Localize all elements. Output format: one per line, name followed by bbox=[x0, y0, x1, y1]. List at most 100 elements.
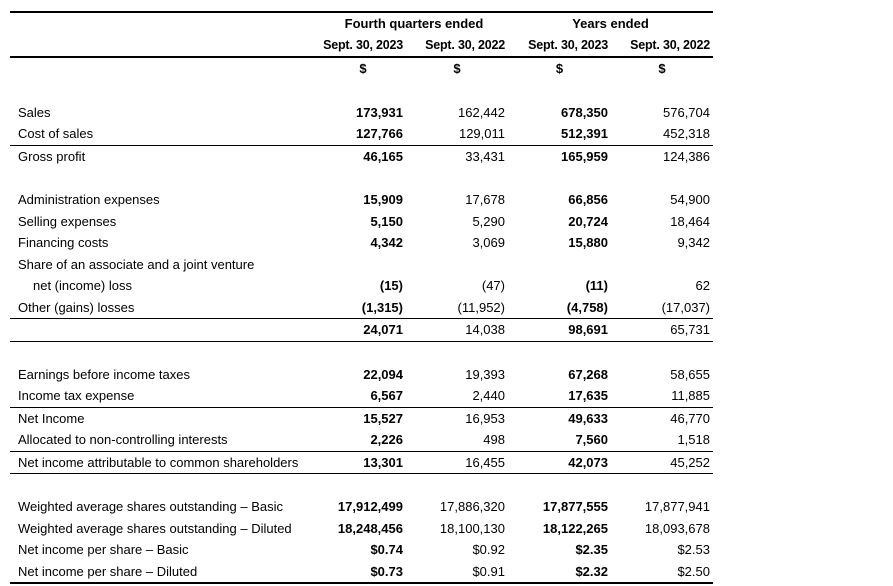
cell-value: 3,069 bbox=[472, 235, 505, 250]
table-row: Gross profit 46,165 33,431 165,959 124,386 bbox=[10, 146, 713, 168]
row-label: Income tax expense bbox=[18, 388, 135, 403]
row-label: Weighted average shares outstanding – Ba… bbox=[18, 499, 283, 514]
cell-value: 17,635 bbox=[568, 388, 608, 403]
row-label: Earnings before income taxes bbox=[18, 366, 190, 382]
table-row: Weighted average shares outstanding – Ba… bbox=[10, 496, 713, 518]
cell-value: 98,691 bbox=[568, 322, 608, 337]
table-row: Share of an associate and a joint ventur… bbox=[10, 254, 713, 276]
cell-value: 17,877,555 bbox=[542, 499, 608, 514]
cell-value: (4,758) bbox=[566, 299, 608, 315]
cell-value: 165,959 bbox=[561, 148, 608, 164]
cell-value: 65,731 bbox=[670, 322, 710, 337]
cell-value: 17,886,320 bbox=[439, 499, 505, 514]
row-label: Cost of sales bbox=[18, 126, 94, 141]
table-row: net (income) loss (15) (47) (11) 62 bbox=[10, 275, 713, 297]
cell-value: 62 bbox=[695, 278, 710, 293]
cell-value: 6,567 bbox=[370, 388, 403, 403]
cell-value: 11,885 bbox=[671, 388, 710, 403]
cell-value: 42,073 bbox=[568, 454, 608, 470]
column-header-y-2023: Sept. 30, 2023 bbox=[528, 37, 608, 52]
table-row: Net income per share – Diluted $0.73 $0.91… bbox=[10, 561, 713, 583]
column-group-years: Years ended bbox=[572, 16, 649, 31]
cell-value: 54,900 bbox=[670, 192, 710, 207]
cell-value: 5,150 bbox=[370, 213, 403, 229]
cell-value: (15) bbox=[379, 278, 403, 293]
cell-value: 15,527 bbox=[363, 410, 403, 426]
table-row: Cost of sales 127,766 129,011 512,391 452,31… bbox=[10, 123, 713, 146]
currency-symbol: $ bbox=[555, 61, 564, 76]
cell-value: 18,122,265 bbox=[542, 520, 608, 536]
column-group-header-row: Fourth quarters ended Years ended bbox=[10, 11, 713, 35]
cell-value: 2,440 bbox=[472, 388, 505, 403]
column-date-header-row: Sept. 30, 2023 Sept. 30, 2022 Sept. 30, … bbox=[10, 35, 713, 58]
cell-value: 512,391 bbox=[561, 126, 608, 141]
cell-value: (11) bbox=[585, 278, 608, 293]
cell-value: 2,226 bbox=[370, 432, 403, 447]
cell-value: 7,560 bbox=[575, 432, 608, 447]
cell-value: 49,633 bbox=[568, 410, 608, 426]
row-label: Net income attributable to common shareh… bbox=[18, 454, 299, 470]
cell-value: 15,880 bbox=[568, 235, 608, 250]
cell-value: 33,431 bbox=[465, 148, 505, 164]
table-row: Net Income 15,527 16,953 49,633 46,770 bbox=[10, 408, 713, 430]
cell-value: 67,268 bbox=[568, 366, 608, 382]
row-label: Selling expenses bbox=[18, 213, 117, 229]
cell-value: 46,770 bbox=[670, 410, 710, 426]
cell-value: 1,518 bbox=[677, 432, 710, 447]
cell-value: (17,037) bbox=[661, 299, 710, 315]
cell-value: 18,464 bbox=[670, 213, 710, 229]
cell-value: 24,071 bbox=[363, 322, 403, 337]
table-row: 24,071 14,038 98,691 65,731 bbox=[10, 319, 713, 342]
table-row: Net income per share – Basic $0.74 $0.92 $2… bbox=[10, 539, 713, 561]
spacer-row bbox=[10, 80, 713, 102]
cell-value: 46,165 bbox=[363, 148, 403, 164]
cell-value: (11,952) bbox=[457, 299, 505, 315]
cell-value: 16,953 bbox=[465, 410, 505, 426]
row-label: Net income per share – Basic bbox=[18, 542, 189, 557]
table-row: Earnings before income taxes 22,094 19,393… bbox=[10, 364, 713, 386]
cell-value: $2.35 bbox=[575, 542, 608, 557]
row-label: Weighted average shares outstanding – Di… bbox=[18, 520, 292, 536]
cell-value: 66,856 bbox=[568, 192, 608, 207]
cell-value: 173,931 bbox=[356, 104, 403, 120]
cell-value: (47) bbox=[481, 278, 505, 293]
cell-value: 22,094 bbox=[363, 366, 403, 382]
row-label: Gross profit bbox=[18, 148, 86, 164]
cell-value: 19,393 bbox=[465, 366, 505, 382]
row-label: Other (gains) losses bbox=[18, 299, 135, 315]
currency-symbol-row: $ $ $ $ bbox=[10, 58, 713, 80]
cell-value: 15,909 bbox=[363, 192, 403, 207]
row-label: Financing costs bbox=[18, 235, 109, 250]
table-row: Weighted average shares outstanding – Di… bbox=[10, 518, 713, 540]
table-body: Sales 173,931 162,442 678,350 576,704 Cost of… bbox=[10, 80, 713, 583]
cell-value: $2.53 bbox=[677, 542, 710, 557]
cell-value: 17,678 bbox=[465, 192, 505, 207]
cell-value: $0.91 bbox=[472, 563, 505, 579]
cell-value: 162,442 bbox=[458, 104, 505, 120]
table-row: Other (gains) losses (1,315) (11,952) (4,75… bbox=[10, 297, 713, 319]
cell-value: 58,655 bbox=[670, 366, 710, 382]
bottom-double-rule bbox=[10, 582, 713, 586]
cell-value: 45,252 bbox=[670, 454, 710, 470]
cell-value: 14,038 bbox=[465, 322, 505, 337]
row-label: Allocated to non-controlling interests bbox=[18, 432, 228, 447]
cell-value: 18,093,678 bbox=[644, 520, 710, 536]
row-label: Administration expenses bbox=[18, 192, 160, 207]
cell-value: 18,100,130 bbox=[439, 520, 505, 536]
table-row: Net income attributable to common shareh… bbox=[10, 452, 713, 474]
row-label: Sales bbox=[18, 104, 51, 120]
currency-symbol: $ bbox=[359, 61, 367, 76]
column-header-q-2023: Sept. 30, 2023 bbox=[323, 37, 403, 52]
spacer-row bbox=[10, 342, 713, 364]
row-label: Net income per share – Diluted bbox=[18, 563, 198, 579]
table-row: Allocated to non-controlling interests 2,… bbox=[10, 429, 713, 452]
row-label: Net Income bbox=[18, 410, 85, 426]
cell-value: 9,342 bbox=[677, 235, 710, 250]
cell-value: 17,912,499 bbox=[337, 499, 403, 514]
cell-value: 18,248,456 bbox=[337, 520, 403, 536]
income-statement-table: Fourth quarters ended Years ended Sept. … bbox=[10, 11, 713, 586]
cell-value: 127,766 bbox=[356, 126, 403, 141]
cell-value: 4,342 bbox=[370, 235, 403, 250]
table-row: Administration expenses 15,909 17,678 66,85… bbox=[10, 189, 713, 211]
spacer-row bbox=[10, 167, 713, 189]
